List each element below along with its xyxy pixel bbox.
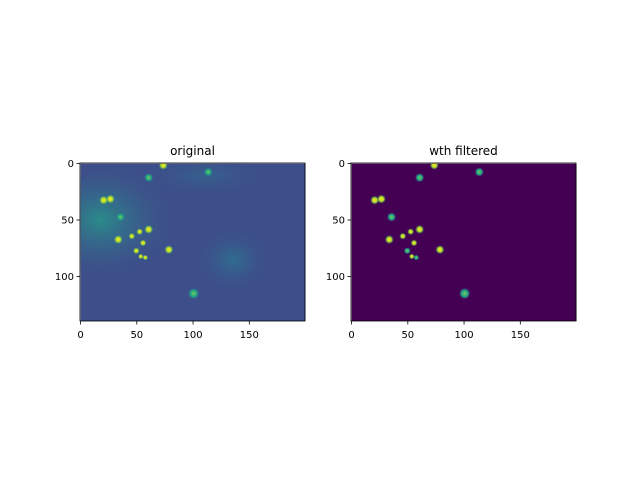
x-tick-label: 100 (455, 330, 474, 341)
image-filtered (351, 163, 577, 322)
y-tick-label: 50 (332, 215, 345, 226)
axes-frame (350, 162, 577, 322)
axes-title: wth filtered (429, 144, 498, 158)
image-original (80, 163, 306, 322)
axes-frame (79, 162, 306, 322)
y-tick-label: 100 (55, 272, 74, 283)
y-tick-label: 100 (326, 272, 345, 283)
x-tick-label: 150 (511, 330, 530, 341)
y-tick-label: 50 (61, 215, 74, 226)
y-tick-label: 0 (68, 159, 74, 170)
y-tick-label: 0 (339, 159, 345, 170)
x-tick-label: 150 (240, 330, 259, 341)
axes-title: original (170, 144, 215, 158)
x-tick-label: 100 (184, 330, 203, 341)
x-tick-label: 50 (130, 330, 143, 341)
x-tick-label: 50 (401, 330, 414, 341)
x-tick-label: 0 (348, 330, 354, 341)
x-tick-label: 0 (77, 330, 83, 341)
